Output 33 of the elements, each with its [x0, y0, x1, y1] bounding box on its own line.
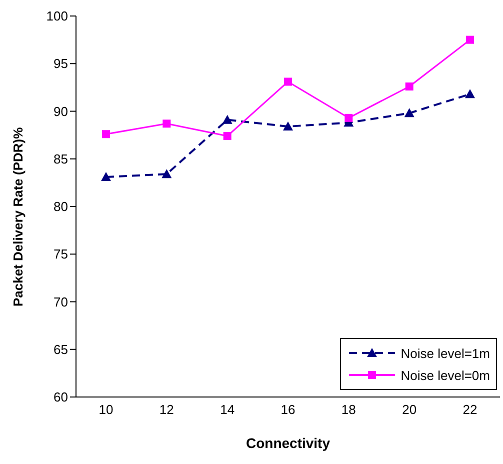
x-tick-label: 16	[280, 402, 296, 418]
y-axis-title: Packet Delivery Rate (PDR)%	[10, 126, 26, 306]
point	[222, 114, 232, 124]
y-tick-label: 95	[54, 56, 68, 72]
legend-label: Noise level=1m	[400, 346, 490, 360]
y-tick-label: 70	[54, 294, 68, 310]
y-tick-label: 75	[54, 246, 68, 262]
point	[283, 121, 293, 130]
point	[162, 120, 171, 128]
point	[162, 169, 172, 178]
point	[404, 108, 414, 118]
x-tick-label: 22	[462, 402, 478, 418]
y-tick-label: 65	[54, 342, 68, 357]
point	[223, 132, 232, 140]
point	[101, 172, 111, 181]
point	[344, 114, 353, 122]
y-tick-label: 80	[54, 199, 68, 214]
point	[466, 36, 474, 44]
x-axis-title: Connectivity	[246, 435, 330, 451]
point	[405, 82, 414, 90]
x-tick-label: 18	[341, 402, 356, 418]
y-tick-label: 90	[54, 104, 68, 119]
y-tick-label: 100	[46, 8, 68, 24]
point	[102, 130, 110, 138]
x-tick-label: 10	[98, 402, 114, 418]
point	[284, 78, 292, 86]
point	[465, 89, 475, 98]
legend-label: Noise level=0m	[400, 368, 490, 382]
x-tick-label: 20	[402, 402, 417, 418]
y-tick-label: 85	[54, 151, 68, 166]
y-tick-label: 60	[54, 390, 68, 405]
x-tick-label: 12	[159, 402, 174, 418]
x-tick-label: 14	[220, 402, 235, 418]
